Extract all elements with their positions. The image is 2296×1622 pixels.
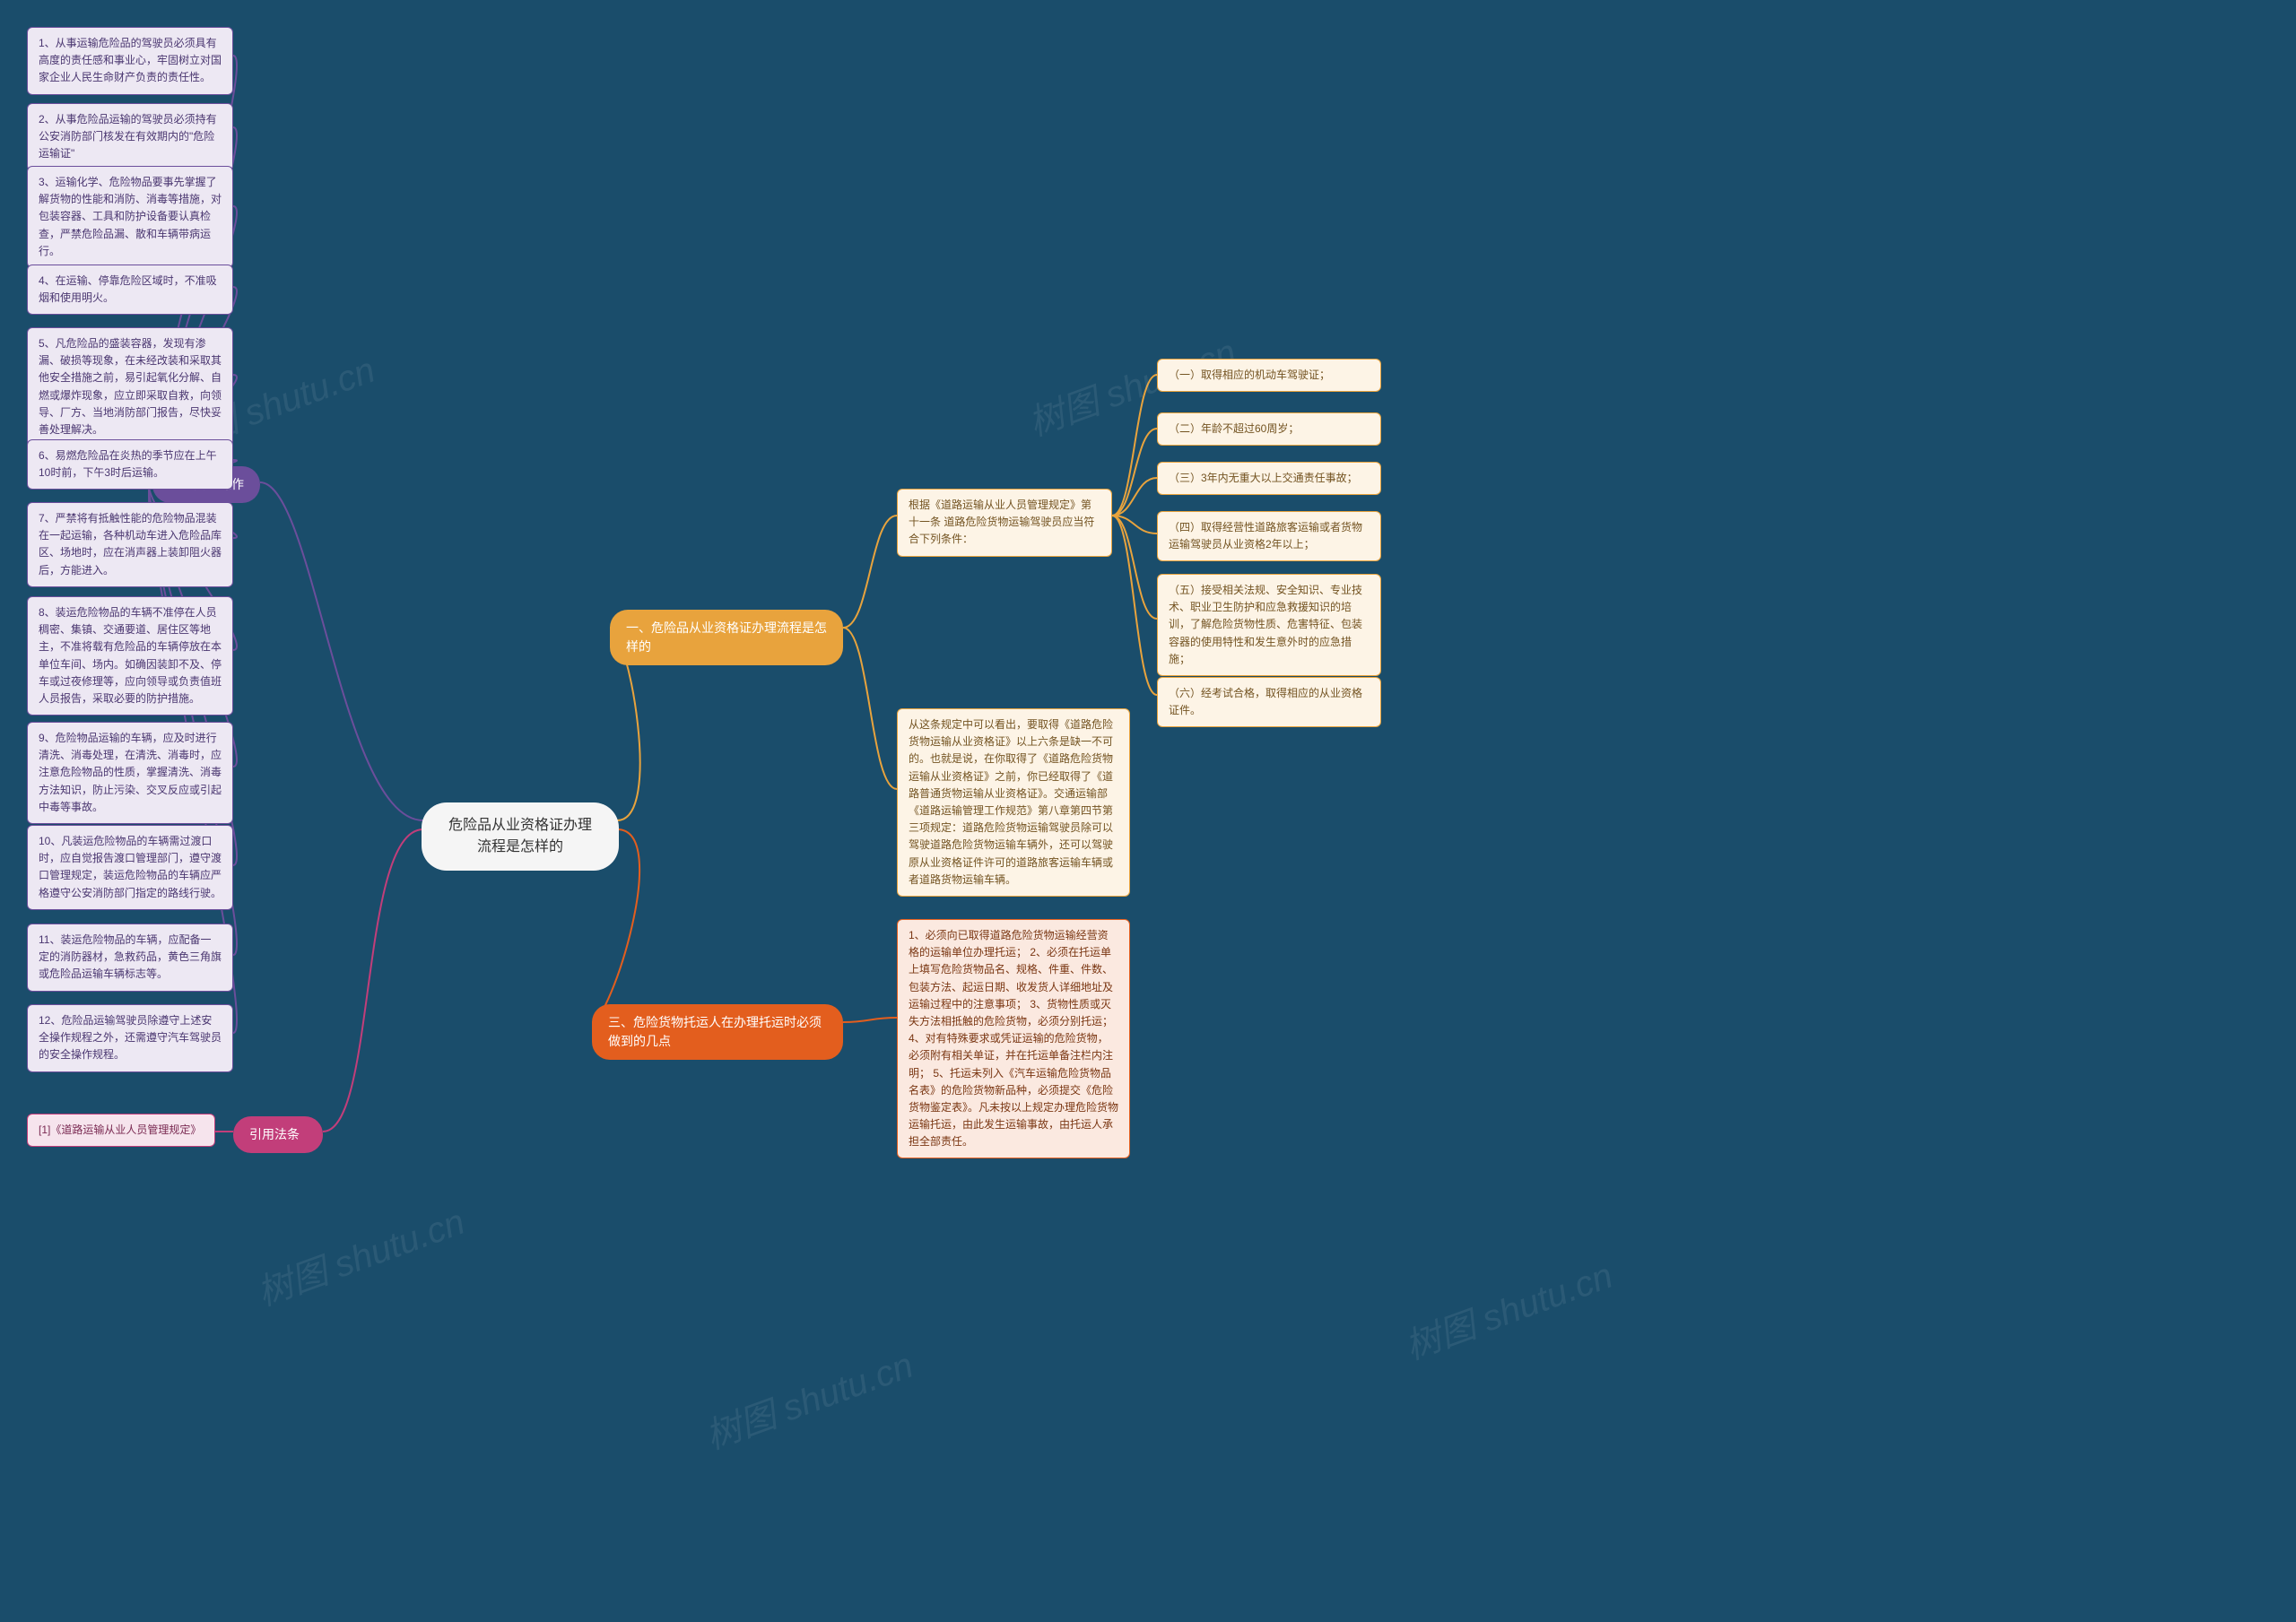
- leaf-node[interactable]: 6、易燃危险品在炎热的季节应在上午10时前，下午3时后运输。: [27, 439, 233, 490]
- watermark: 树图 shutu.cn: [248, 1193, 471, 1315]
- leaf-node[interactable]: 9、危险物品运输的车辆，应及时进行清洗、消毒处理，在清洗、消毒时，应注意危险物品…: [27, 722, 233, 824]
- leaf-node[interactable]: （二）年龄不超过60周岁；: [1157, 412, 1381, 446]
- leaf-node[interactable]: 10、凡装运危险物品的车辆需过渡口时，应自觉报告渡口管理部门，遵守渡口管理规定，…: [27, 825, 233, 910]
- leaf-node[interactable]: 4、在运输、停靠危险区域时，不准吸烟和使用明火。: [27, 265, 233, 315]
- center-topic[interactable]: 危险品从业资格证办理流程是怎样的: [422, 802, 619, 871]
- leaf-node[interactable]: （六）经考试合格，取得相应的从业资格证件。: [1157, 677, 1381, 727]
- watermark: 树图 shutu.cn: [1396, 1246, 1619, 1369]
- leaf-node[interactable]: 从这条规定中可以看出，要取得《道路危险货物运输从业资格证》以上六条是缺一不可的。…: [897, 708, 1130, 897]
- leaf-node[interactable]: 12、危险品运输驾驶员除遵守上述安全操作规程之外，还需遵守汽车驾驶员的安全操作规…: [27, 1004, 233, 1072]
- leaf-node[interactable]: 根据《道路运输从业人员管理规定》第十一条 道路危险货物运输驾驶员应当符合下列条件…: [897, 489, 1112, 557]
- leaf-node[interactable]: （五）接受相关法规、安全知识、专业技术、职业卫生防护和应急救援知识的培训，了解危…: [1157, 574, 1381, 676]
- leaf-node[interactable]: 1、从事运输危险品的驾驶员必须具有高度的责任感和事业心，牢固树立对国家企业人民生…: [27, 27, 233, 95]
- leaf-node[interactable]: 11、装运危险物品的车辆，应配备一定的消防器材，急救药品，黄色三角旗或危险品运输…: [27, 924, 233, 992]
- leaf-node[interactable]: （三）3年内无重大以上交通责任事故；: [1157, 462, 1381, 495]
- leaf-node[interactable]: 1、必须向已取得道路危险货物运输经营资格的运输单位办理托运； 2、必须在托运单上…: [897, 919, 1130, 1158]
- leaf-node[interactable]: （一）取得相应的机动车驾驶证；: [1157, 359, 1381, 392]
- leaf-node[interactable]: 2、从事危险品运输的驾驶员必须持有公安消防部门核发在有效期内的"危险运输证": [27, 103, 233, 171]
- branch-consignor[interactable]: 三、危险货物托运人在办理托运时必须做到的几点: [592, 1004, 843, 1060]
- leaf-node[interactable]: （四）取得经营性道路旅客运输或者货物运输驾驶员从业资格2年以上；: [1157, 511, 1381, 561]
- leaf-node[interactable]: 7、严禁将有抵触性能的危险物品混装在一起运输，各种机动车进入危险品库区、场地时，…: [27, 502, 233, 587]
- branch-citation[interactable]: 引用法条: [233, 1116, 323, 1153]
- watermark: 树图 shutu.cn: [697, 1336, 919, 1459]
- leaf-node[interactable]: 3、运输化学、危险物品要事先掌握了解货物的性能和消防、消毒等措施，对包装容器、工…: [27, 166, 233, 268]
- leaf-node[interactable]: [1]《道路运输从业人员管理规定》: [27, 1114, 215, 1147]
- leaf-node[interactable]: 8、装运危险物品的车辆不准停在人员稠密、集镇、交通要道、居住区等地主，不准将载有…: [27, 596, 233, 716]
- leaf-node[interactable]: 5、凡危险品的盛装容器，发现有渗漏、破损等现象，在未经改装和采取其他安全措施之前…: [27, 327, 233, 447]
- branch-process[interactable]: 一、危险品从业资格证办理流程是怎样的: [610, 610, 843, 665]
- connection-layer: [0, 0, 2296, 1622]
